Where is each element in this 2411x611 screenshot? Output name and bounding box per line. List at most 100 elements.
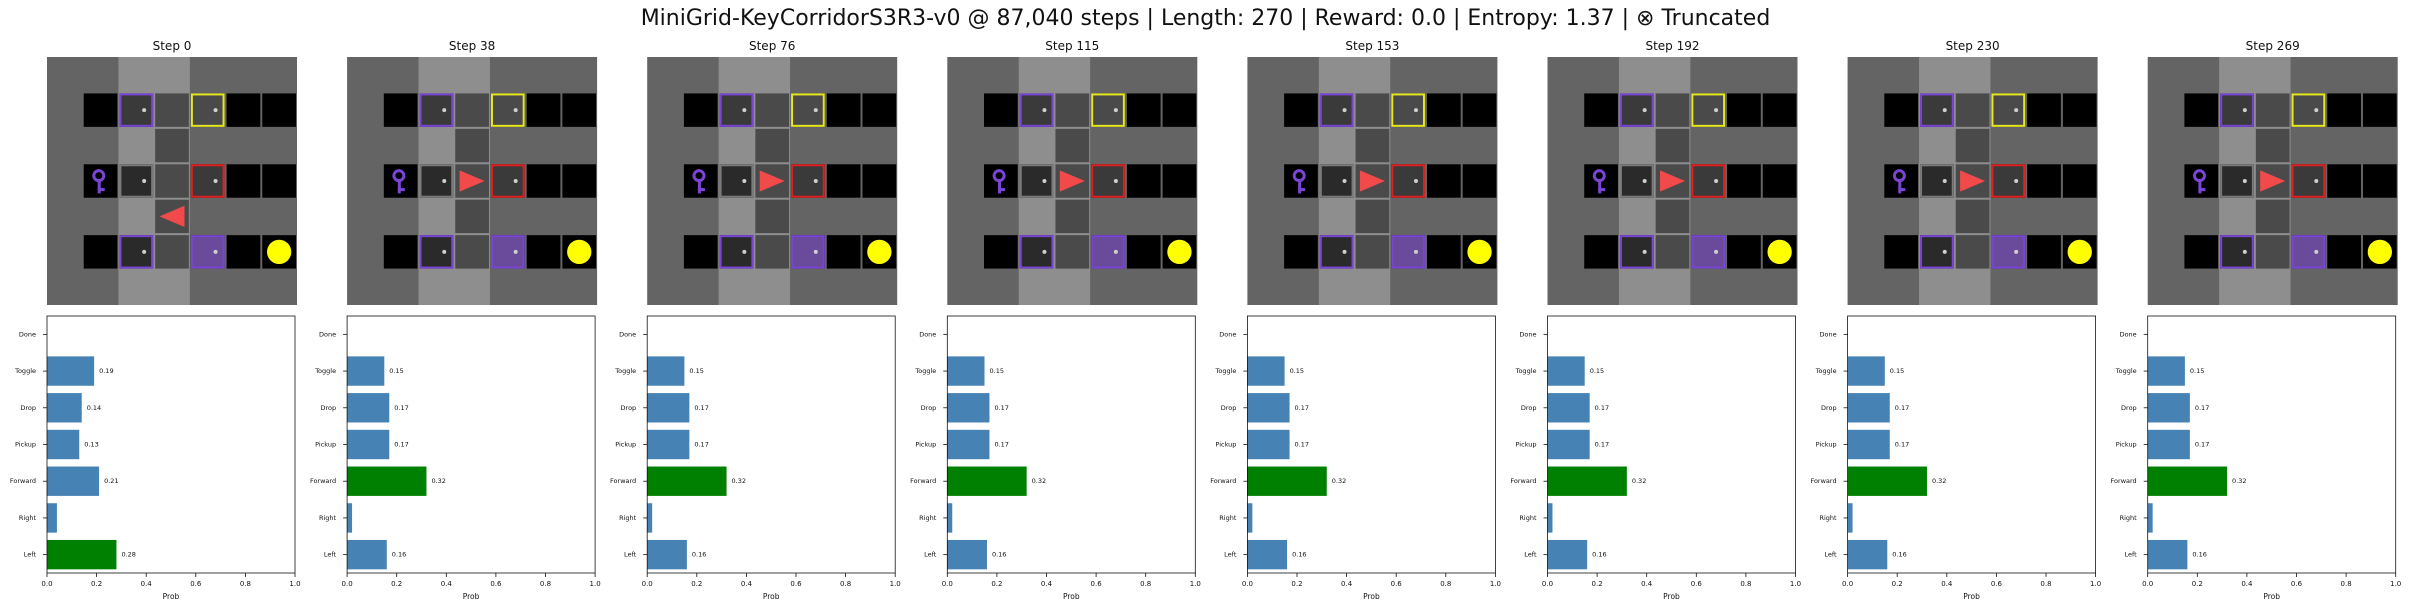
room-floor bbox=[562, 164, 597, 198]
x-tick-label: 0.8 bbox=[1740, 580, 1751, 588]
x-axis-label: Prob bbox=[763, 592, 780, 601]
axes-frame bbox=[1847, 315, 2096, 574]
door-purple bbox=[2220, 235, 2254, 269]
panel-0: Step 0 0.28 Left Right 0.21 Forward 0.13 Pickup… bbox=[10, 39, 301, 601]
x-tick-label: 0.4 bbox=[1641, 580, 1653, 588]
room-floor bbox=[2027, 93, 2061, 127]
bar-forward bbox=[47, 466, 100, 496]
door-knob bbox=[1714, 249, 1719, 254]
door-purple bbox=[1319, 93, 1354, 127]
bar-drop bbox=[1247, 393, 1290, 423]
bar-toggle bbox=[947, 356, 985, 386]
axes-frame bbox=[946, 315, 1196, 574]
step-title: Step 38 bbox=[449, 39, 495, 53]
corridor-cell bbox=[1955, 128, 1990, 163]
y-tick-label: Pickup bbox=[1516, 441, 1537, 449]
bar-value-label: 0.16 bbox=[1592, 551, 1606, 559]
x-tick-label: 0.2 bbox=[391, 580, 402, 588]
door-knob bbox=[1342, 249, 1347, 254]
bar-pickup bbox=[1247, 429, 1290, 460]
door-red bbox=[2291, 164, 2326, 198]
door-knob bbox=[213, 179, 218, 183]
door-purple bbox=[2220, 93, 2254, 127]
room-floor bbox=[526, 93, 561, 127]
bar-pickup bbox=[2147, 429, 2190, 460]
x-tick-label: 1.0 bbox=[2090, 580, 2101, 588]
door-purple bbox=[1019, 93, 1054, 127]
corridor-cell bbox=[1055, 235, 1090, 269]
corridor-cell bbox=[2255, 235, 2290, 269]
x-tick-label: 0.2 bbox=[691, 580, 702, 588]
y-tick-label: Toggle bbox=[14, 367, 36, 375]
key-tooth bbox=[397, 188, 405, 192]
x-tick-label: 0.0 bbox=[2142, 580, 2153, 588]
bar-toggle bbox=[1247, 356, 1285, 386]
panel-3: Step 115 0.16 Left Right 0.32 Forward 0.17 Pick… bbox=[910, 39, 1201, 601]
door-knob bbox=[142, 249, 147, 254]
y-tick-label: Drop bbox=[20, 404, 36, 412]
corridor-cell bbox=[455, 199, 489, 234]
bar-left bbox=[1547, 539, 1588, 570]
bar-value-label: 0.15 bbox=[689, 367, 703, 375]
x-tick-label: 0.4 bbox=[441, 580, 453, 588]
bar-value-label: 0.32 bbox=[732, 477, 746, 485]
y-tick-label: Right bbox=[1819, 514, 1837, 522]
y-tick-label: Forward bbox=[910, 477, 936, 485]
door-grey bbox=[1920, 164, 1954, 198]
bar-value-label: 0.16 bbox=[1892, 551, 1906, 559]
y-tick-label: Pickup bbox=[315, 441, 336, 449]
corridor-cell bbox=[2255, 93, 2290, 127]
x-axis-label: Prob bbox=[1663, 592, 1680, 601]
axes-frame bbox=[1547, 315, 1796, 574]
door-purple bbox=[419, 93, 454, 127]
corridor-cell bbox=[755, 199, 790, 234]
room-floor bbox=[2362, 164, 2397, 198]
x-tick-label: 0.4 bbox=[141, 580, 153, 588]
x-tick-label: 1.0 bbox=[1490, 580, 1501, 588]
y-tick-label: Right bbox=[919, 514, 937, 522]
y-tick-label: Forward bbox=[10, 477, 36, 485]
x-tick-label: 0.6 bbox=[1091, 580, 1103, 588]
y-tick-label: Toggle bbox=[1815, 367, 1837, 375]
agent-icon bbox=[459, 170, 485, 192]
x-tick-label: 1.0 bbox=[890, 580, 901, 588]
corridor-cell bbox=[1355, 235, 1390, 269]
bar-drop bbox=[347, 393, 390, 423]
key-tooth bbox=[1898, 188, 1906, 192]
room-floor bbox=[1126, 235, 1161, 269]
room-floor bbox=[2184, 235, 2219, 269]
y-tick-label: Done bbox=[1819, 330, 1836, 338]
door-grey bbox=[1619, 164, 1654, 198]
x-tick-label: 0.6 bbox=[490, 580, 502, 588]
door-knob bbox=[1942, 249, 1947, 254]
door-knob bbox=[513, 249, 518, 254]
y-tick-label: Done bbox=[19, 330, 36, 338]
door-knob bbox=[742, 249, 747, 254]
room-floor bbox=[1284, 235, 1318, 269]
bar-value-label: 0.15 bbox=[990, 367, 1004, 375]
y-tick-label: Drop bbox=[2121, 404, 2137, 412]
door-knob bbox=[513, 108, 518, 113]
room-floor bbox=[1426, 93, 1461, 127]
door-yellow bbox=[2291, 93, 2326, 127]
bar-toggle bbox=[2147, 356, 2185, 386]
bar-left bbox=[947, 539, 987, 570]
door-grey bbox=[119, 164, 154, 198]
y-tick-label: Forward bbox=[1510, 477, 1536, 485]
door-knob bbox=[1942, 108, 1947, 113]
door-knob bbox=[1714, 108, 1719, 113]
x-tick-label: 0.6 bbox=[2291, 580, 2303, 588]
corridor-cell bbox=[1955, 93, 1990, 127]
door-knob bbox=[1113, 108, 1118, 113]
x-tick-label: 0.4 bbox=[1341, 580, 1353, 588]
bar-pickup bbox=[47, 429, 80, 460]
door-knob bbox=[1113, 179, 1118, 183]
y-tick-label: Toggle bbox=[914, 367, 936, 375]
bar-drop bbox=[2147, 393, 2190, 423]
door-knob bbox=[442, 179, 447, 183]
bar-value-label: 0.14 bbox=[87, 404, 101, 412]
door-knob bbox=[1342, 179, 1347, 183]
door-yellow bbox=[1091, 93, 1125, 127]
agent-icon bbox=[1059, 170, 1085, 192]
